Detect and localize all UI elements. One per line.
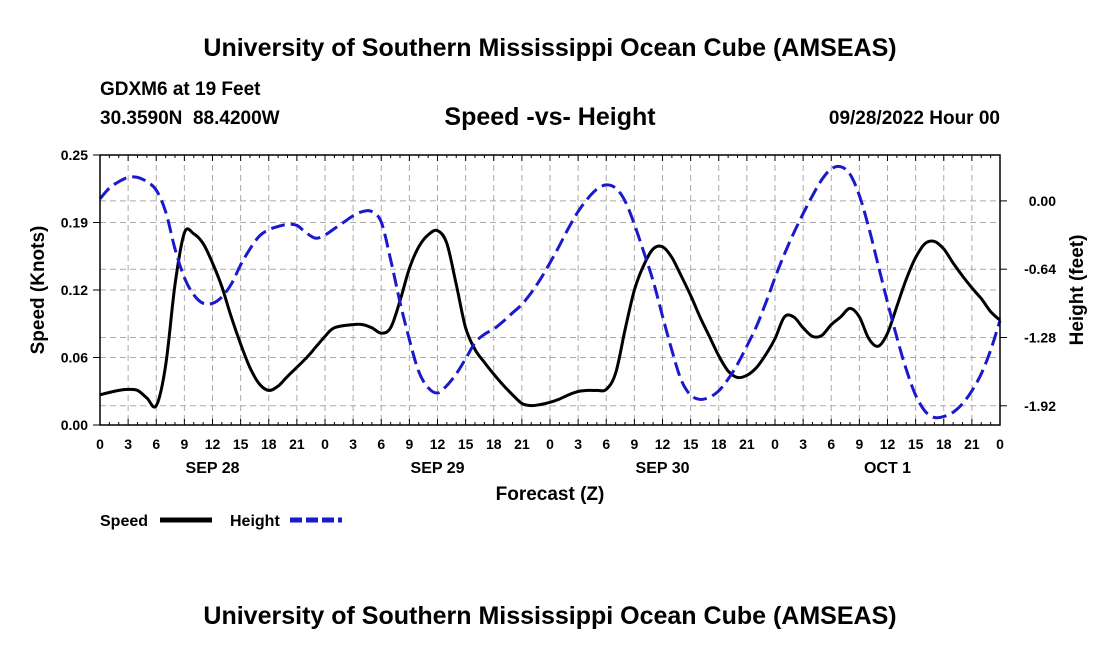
x-tick-label: 6 — [827, 436, 835, 452]
y-axis-label: Speed (Knots) — [28, 226, 49, 355]
y2-tick-label: -0.64 — [1024, 261, 1056, 277]
day-label: OCT 1 — [864, 460, 911, 477]
x-tick-label: 3 — [574, 436, 582, 452]
x-tick-label: 12 — [880, 436, 896, 452]
y2-tick-label: -1.28 — [1024, 329, 1056, 345]
x-tick-label: 0 — [996, 436, 1004, 452]
x-axis-label: Forecast (Z) — [496, 484, 605, 505]
y-tick-label: 0.19 — [61, 215, 88, 231]
chart-header-title: University of Southern Mississippi Ocean… — [203, 34, 896, 62]
x-tick-label: 18 — [486, 436, 502, 452]
x-tick-label: 3 — [124, 436, 132, 452]
x-tick-label: 6 — [602, 436, 610, 452]
x-tick-label: 0 — [96, 436, 104, 452]
y2-axis-label: Height (feet) — [1067, 235, 1088, 346]
x-tick-label: 9 — [405, 436, 413, 452]
station-label: GDXM6 at 19 Feet — [100, 79, 261, 100]
speed-series-line — [99, 227, 1001, 409]
x-tick-label: 9 — [180, 436, 188, 452]
date-label: 09/28/2022 Hour 00 — [829, 108, 1000, 129]
x-tick-label: 15 — [908, 436, 924, 452]
y2-tick-label: -1.92 — [1024, 398, 1056, 414]
x-tick-label: 15 — [458, 436, 474, 452]
day-label: SEP 30 — [636, 460, 690, 477]
legend: Speed Height — [100, 513, 342, 530]
x-tick-label: 21 — [514, 436, 530, 452]
height-series-line — [98, 164, 1002, 420]
grid-lines — [100, 155, 1000, 425]
x-tick-label: 18 — [711, 436, 727, 452]
x-tick-label: 12 — [430, 436, 446, 452]
x-tick-label: 12 — [205, 436, 221, 452]
footer-title: University of Southern Mississippi Ocean… — [203, 602, 896, 630]
x-tick-label: 12 — [655, 436, 671, 452]
y-tick-label: 0.12 — [61, 282, 88, 298]
chart-title: Speed -vs- Height — [444, 103, 656, 131]
x-tick-label: 18 — [936, 436, 952, 452]
day-label: SEP 29 — [411, 460, 465, 477]
x-tick-label: 0 — [321, 436, 329, 452]
x-tick-label: 6 — [377, 436, 385, 452]
y2-tick-label: 0.00 — [1029, 193, 1056, 209]
coords-label: 30.3590N 88.4200W — [100, 108, 280, 129]
series-layer — [98, 164, 1002, 420]
x-tick-label: 6 — [152, 436, 160, 452]
x-tick-label: 15 — [233, 436, 249, 452]
axis-ticks: 0 3 6 9 12 15 18 21 0 3 6 9 12 15 18 21 0 3 6 9 12 15 18 21 0 3 6 9… — [61, 147, 1056, 477]
x-tick-label: 9 — [855, 436, 863, 452]
day-label: SEP 28 — [186, 460, 240, 477]
x-tick-label: 15 — [683, 436, 699, 452]
x-tick-label: 0 — [546, 436, 554, 452]
y-tick-label: 0.00 — [61, 417, 88, 433]
x-tick-label: 9 — [630, 436, 638, 452]
x-tick-label: 21 — [289, 436, 305, 452]
x-tick-label: 21 — [964, 436, 980, 452]
y-tick-label: 0.25 — [61, 147, 88, 163]
x-tick-label: 0 — [771, 436, 779, 452]
y-tick-label: 0.06 — [61, 350, 88, 366]
legend-height-label: Height — [230, 513, 280, 530]
x-tick-label: 3 — [349, 436, 357, 452]
x-tick-label: 21 — [739, 436, 755, 452]
x-tick-label: 18 — [261, 436, 277, 452]
x-tick-label: 3 — [799, 436, 807, 452]
legend-speed-label: Speed — [100, 513, 148, 530]
